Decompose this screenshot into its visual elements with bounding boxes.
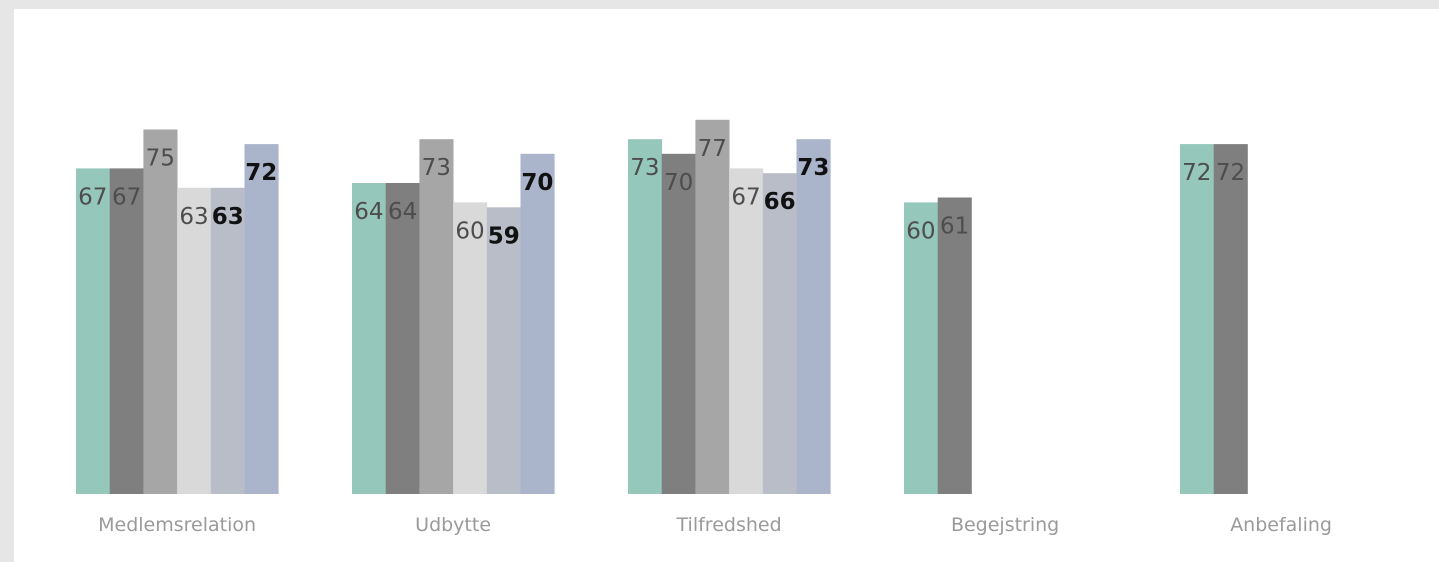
value-label-udbytte-s2: 64 [388,199,417,225]
bar-medlemsrelation-s6 [244,144,279,494]
value-label-medlemsrelation-s5: 63 [212,204,244,230]
value-label-tilfredshed-s1: 73 [630,155,659,181]
bar-udbytte-s1 [352,183,387,494]
bar-udbytte-s2 [385,183,420,494]
bar-anbefaling-s2 [1213,144,1248,494]
category-label-udbytte: Udbytte [415,514,491,536]
category-labels-layer: Medlemsrelation Udbytte Tilfredshed Begejst… [98,514,1332,536]
bar-tilfredshed-s4 [729,168,764,494]
bar-tilfredshed-s5 [762,173,797,494]
bar-medlemsrelation-s2 [109,168,144,494]
value-label-medlemsrelation-s2: 67 [112,184,141,210]
bar-udbytte-s3 [419,139,454,494]
value-label-tilfredshed-s2: 70 [664,170,693,196]
value-label-medlemsrelation-s3: 75 [146,146,175,172]
bar-medlemsrelation-s3 [143,129,178,494]
value-label-medlemsrelation-s4: 63 [179,204,208,230]
bar-begejstring-s1 [904,202,939,494]
value-label-anbefaling-s2: 72 [1216,160,1245,186]
bar-udbytte-s5 [486,207,521,495]
value-label-udbytte-s3: 73 [422,155,451,181]
bar-medlemsrelation-s5 [210,187,245,495]
bar-tilfredshed-s3 [695,119,730,495]
bar-tilfredshed-s2 [661,153,696,495]
bar-medlemsrelation-s1 [76,168,111,494]
value-label-udbytte-s5: 59 [488,223,520,249]
value-label-anbefaling-s1: 72 [1182,160,1211,186]
bar-udbytte-s6 [520,153,555,495]
value-label-medlemsrelation-s1: 67 [78,184,107,210]
category-label-tilfredshed: Tilfredshed [676,514,782,536]
value-label-medlemsrelation-s6: 72 [245,160,277,186]
chart-area: 67 67 75 63 63 72 64 64 73 60 59 70 73 70 77 67 66 73 60 61… [14,9,1439,562]
value-label-udbytte-s4: 60 [455,218,484,244]
category-label-anbefaling: Anbefaling [1230,514,1332,536]
category-label-begejstring: Begejstring [951,514,1059,536]
bar-tilfredshed-s6 [796,139,831,494]
value-label-tilfredshed-s3: 77 [698,136,727,162]
value-label-begejstring-s1: 60 [906,218,935,244]
bars-layer [76,119,1248,495]
bar-tilfredshed-s1 [628,139,663,494]
bar-begejstring-s2 [937,197,972,494]
bar-medlemsrelation-s4 [177,187,212,495]
category-label-medlemsrelation: Medlemsrelation [98,514,256,536]
value-label-udbytte-s1: 64 [354,199,383,225]
bar-udbytte-s4 [453,202,488,494]
value-label-udbytte-s6: 70 [521,170,553,196]
value-label-tilfredshed-s4: 67 [731,184,760,210]
bar-anbefaling-s1 [1180,144,1215,494]
value-label-tilfredshed-s5: 66 [764,189,796,215]
value-label-tilfredshed-s6: 73 [797,155,829,181]
value-label-begejstring-s2: 61 [940,214,969,240]
